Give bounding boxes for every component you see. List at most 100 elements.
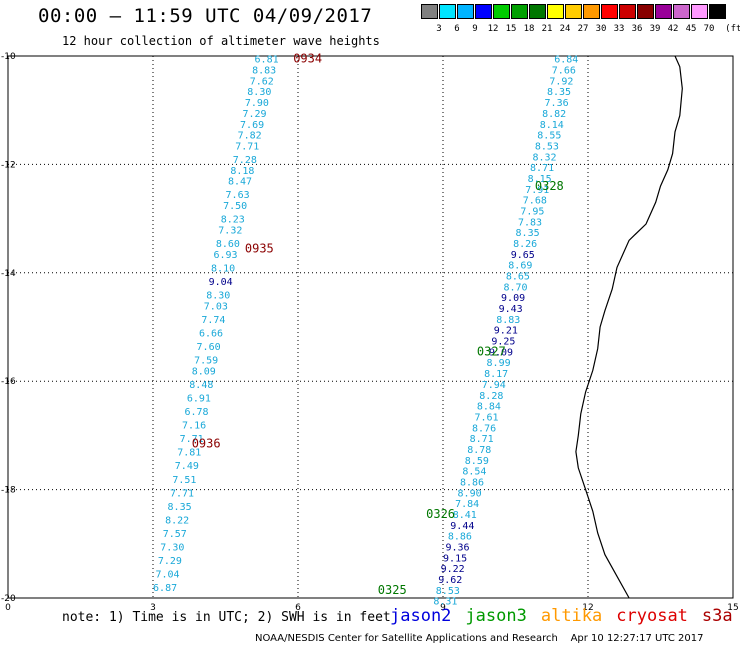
wave-height-value: 7.28 [233, 155, 257, 166]
wave-height-value: 7.59 [194, 356, 218, 367]
wave-height-value: 7.61 [474, 412, 498, 423]
wave-height-value: 8.70 [503, 282, 527, 293]
pass-time-label: 0328 [535, 179, 564, 193]
wave-height-value: 8.35 [547, 87, 571, 98]
color-scale-swatch [529, 4, 546, 19]
wave-height-value: 8.99 [487, 358, 511, 369]
color-scale-swatch [547, 4, 564, 19]
color-scale-label: 27 [577, 24, 589, 34]
color-scale-label: 33 [613, 24, 625, 34]
color-scale-label: 24 [559, 24, 571, 34]
footnote: note: 1) Time is in UTC; 2) SWH is in fe… [62, 610, 391, 625]
wave-height-value: 7.94 [482, 380, 506, 391]
legend-jason2: jason2 [390, 606, 452, 626]
wave-height-value: 8.47 [228, 177, 252, 188]
y-tick-label: -16 [1, 377, 16, 387]
wave-height-value: 7.90 [245, 98, 269, 109]
color-scale-label: 12 [487, 24, 499, 34]
wave-height-value: 6.91 [187, 393, 211, 404]
x-tick-label: 9 [440, 603, 446, 613]
pass-time-label: 0325 [378, 583, 407, 597]
wave-height-value: 7.29 [158, 556, 182, 567]
legend-cryosat: cryosat [616, 606, 688, 626]
wave-height-value: 7.95 [520, 206, 544, 217]
wave-height-value: 7.16 [182, 421, 206, 432]
wave-height-value: 8.35 [168, 502, 192, 513]
wave-height-value: 8.17 [484, 369, 508, 380]
satellite-legend: jason2 jason3 altika cryosat s3a [390, 606, 740, 626]
color-scale-label: 70 [703, 24, 715, 34]
wave-height-value: 8.60 [216, 239, 240, 250]
wave-height-value: 8.09 [192, 366, 216, 377]
color-scale-swatch [637, 4, 654, 19]
color-scale-label: 3 [436, 24, 442, 34]
color-scale-swatch [493, 4, 510, 19]
wave-height-value: 8.71 [530, 163, 554, 174]
color-scale-swatch [511, 4, 528, 19]
wave-height-value: 8.55 [537, 131, 561, 142]
wave-height-value: 8.41 [453, 510, 477, 521]
wave-height-value: 7.30 [160, 543, 184, 554]
color-scale-label: 36 [631, 24, 643, 34]
wave-height-value: 6.87 [153, 583, 177, 594]
wave-height-value: 7.84 [455, 499, 479, 510]
wave-height-value: 9.22 [441, 564, 465, 575]
wave-height-value: 9.65 [511, 250, 535, 261]
wave-height-value: 8.14 [540, 120, 564, 131]
wave-height-value: 7.81 [177, 448, 201, 459]
color-scale-swatch [457, 4, 474, 19]
wave-height-value: 8.84 [477, 402, 501, 413]
coastline [575, 55, 683, 599]
wave-height-value: 7.36 [545, 98, 569, 109]
legend-jason3: jason3 [465, 606, 527, 626]
wave-height-value: 8.65 [506, 272, 530, 283]
x-tick-label: 3 [150, 603, 156, 613]
wave-height-value: 8.69 [508, 261, 532, 272]
wave-height-value: 8.53 [535, 141, 559, 152]
wave-height-value: 7.63 [226, 190, 250, 201]
wave-height-value: 8.18 [230, 166, 254, 177]
pass-time-label: 0326 [426, 507, 455, 521]
x-tick-label: 12 [582, 603, 593, 613]
wave-height-value: 8.15 [528, 174, 552, 185]
wave-height-value: 9.44 [450, 521, 474, 532]
wave-height-value: 8.59 [465, 456, 489, 467]
color-scale-swatch [619, 4, 636, 19]
color-scale-label: 18 [523, 24, 535, 34]
wave-height-value: 8.78 [467, 445, 491, 456]
wave-height-value: 7.74 [201, 315, 225, 326]
color-scale-label: 39 [649, 24, 661, 34]
wave-height-value: 9.36 [445, 543, 469, 554]
wave-height-value: 7.82 [238, 131, 262, 142]
wave-height-value: 8.83 [496, 315, 520, 326]
color-scale-swatch [565, 4, 582, 19]
wave-height-value: 7.62 [250, 76, 274, 87]
wave-height-value: 7.91 [525, 185, 549, 196]
wave-height-value: 6.93 [213, 250, 237, 261]
wave-height-value: 8.32 [532, 152, 556, 163]
wave-height-value: 6.66 [199, 328, 223, 339]
color-scale-swatch [709, 4, 726, 19]
color-scale-label: 30 [595, 24, 607, 34]
color-scale-swatch [655, 4, 672, 19]
wave-height-value: 7.49 [175, 461, 199, 472]
x-tick-label: 6 [295, 603, 301, 613]
color-scale-label: 15 [505, 24, 517, 34]
map-title: 00:00 – 11:59 UTC 04/09/2017 [38, 5, 373, 27]
y-tick-label: -12 [1, 160, 16, 170]
wave-height-value: 9.43 [499, 304, 523, 315]
color-scale-swatch [439, 4, 456, 19]
wave-height-value: 8.48 [189, 380, 213, 391]
wave-height-value: 9.15 [443, 553, 467, 564]
pass-time-label: 0935 [245, 241, 274, 255]
color-scale-swatch [475, 4, 492, 19]
color-scale-label: 42 [667, 24, 679, 34]
wave-height-value: 8.31 [433, 597, 457, 608]
wave-height-value: 8.30 [247, 87, 271, 98]
color-scale-label: 45 [685, 24, 697, 34]
color-scale-swatch [691, 4, 708, 19]
wave-height-value: 7.03 [204, 301, 228, 312]
map-subtitle: 12 hour collection of altimeter wave hei… [62, 34, 380, 48]
color-scale-swatch [601, 4, 618, 19]
